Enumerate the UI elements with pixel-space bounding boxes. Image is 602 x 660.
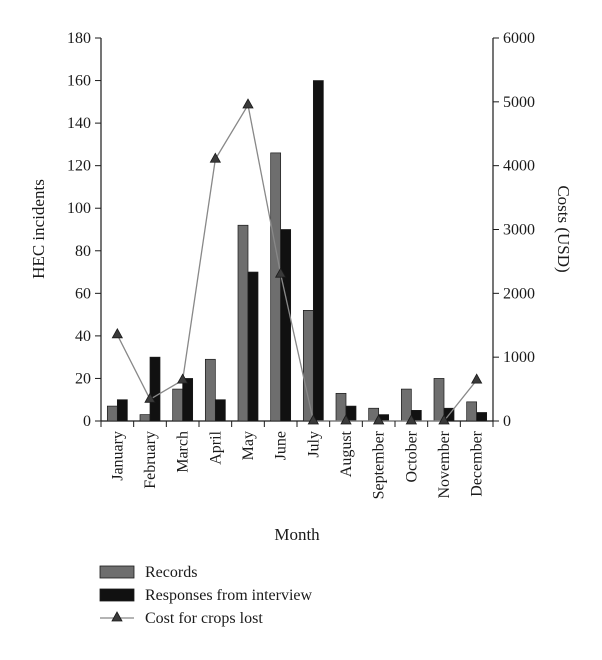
- y2-tick-label: 1000: [503, 349, 535, 366]
- cost-point-september: [372, 414, 385, 425]
- bar-records-august: [335, 392, 347, 422]
- cost-point-february: [144, 392, 156, 403]
- left-y-ticks: 0 20 40 60 80 100 120 140 160 180: [67, 30, 101, 430]
- cost-point-july: [307, 414, 320, 425]
- y-axis-title: HEC incidents: [29, 179, 48, 279]
- x-tick-label: April: [207, 430, 224, 464]
- y2-tick-label: 6000: [503, 30, 535, 47]
- y-tick-label: 140: [67, 115, 91, 132]
- bar-records-july: [302, 310, 314, 422]
- legend: Records Responses from interview Cost fo…: [99, 564, 313, 627]
- x-axis-title: Month: [274, 525, 320, 544]
- legend-label-cost: Cost for crops lost: [145, 610, 263, 627]
- x-tick-label: August: [338, 430, 355, 477]
- cost-point-october: [405, 414, 418, 425]
- y-tick-label: 60: [75, 285, 91, 302]
- x-tick-label: February: [142, 431, 159, 489]
- x-tick-label: March: [175, 431, 192, 473]
- x-tick-label: May: [240, 431, 257, 460]
- y-tick-label: 120: [67, 158, 91, 175]
- cost-line-series: [111, 98, 483, 425]
- x-tick-label: September: [371, 430, 388, 499]
- cost-point-june: [274, 267, 287, 278]
- bar-responses-from-interview-april: [214, 399, 226, 422]
- bar-records-june: [270, 152, 282, 422]
- y-tick-label: 0: [83, 413, 91, 430]
- y2-tick-label: 4000: [503, 158, 535, 175]
- bar-records-january: [106, 405, 118, 422]
- y2-tick-label: 3000: [503, 222, 535, 239]
- y2-tick-label: 0: [503, 413, 511, 430]
- cost-point-april: [209, 152, 222, 163]
- bar-records-february: [139, 414, 151, 422]
- cost-point-december: [470, 373, 483, 384]
- bars: [106, 80, 488, 422]
- bar-records-november: [433, 378, 445, 422]
- bar-records-october: [400, 388, 412, 422]
- cost-point-january: [111, 328, 124, 339]
- cost-point-march: [176, 373, 189, 384]
- bar-responses-from-interview-january: [116, 399, 128, 422]
- bar-responses-from-interview-february: [149, 356, 161, 422]
- x-tick-label: July: [305, 431, 322, 458]
- legend-label-responses: Responses from interview: [145, 587, 313, 604]
- bar-records-april: [204, 358, 216, 422]
- x-tick-label: December: [469, 430, 486, 496]
- legend-swatch-responses: [99, 588, 135, 602]
- x-tick-label: June: [273, 431, 290, 460]
- cost-point-august: [340, 414, 352, 425]
- x-tick-label: October: [403, 430, 420, 482]
- bar-records-december: [466, 401, 478, 422]
- bar-responses-from-interview-december: [476, 412, 488, 422]
- legend-swatch-records: [99, 565, 135, 579]
- cost-line: [116, 103, 478, 422]
- cost-point-november: [438, 414, 450, 425]
- y-tick-label: 20: [75, 370, 91, 387]
- x-tick-label: November: [436, 430, 453, 498]
- y-tick-label: 100: [67, 200, 91, 217]
- y-tick-label: 80: [75, 243, 91, 260]
- bar-responses-from-interview-july: [312, 80, 324, 422]
- bar-responses-from-interview-march: [182, 378, 194, 422]
- y-tick-label: 40: [75, 328, 91, 345]
- y2-axis-title: Costs (USD): [554, 185, 573, 272]
- y-tick-label: 160: [67, 73, 91, 90]
- bar-records-march: [172, 388, 184, 422]
- y-tick-label: 180: [67, 30, 91, 47]
- y2-tick-label: 2000: [503, 285, 535, 302]
- right-y-ticks: 0 1000 2000 3000 4000 5000 6000: [493, 30, 535, 430]
- legend-swatch-cost-marker: [111, 611, 123, 622]
- x-ticks: January February March April May June July Augu…: [100, 421, 494, 499]
- x-tick-label: January: [109, 431, 126, 481]
- legend-label-records: Records: [145, 564, 197, 581]
- bar-responses-from-interview-may: [247, 271, 259, 422]
- bar-responses-from-interview-june: [280, 229, 292, 422]
- y2-tick-label: 5000: [503, 94, 535, 111]
- bar-records-may: [237, 224, 249, 422]
- cost-point-may: [242, 98, 254, 109]
